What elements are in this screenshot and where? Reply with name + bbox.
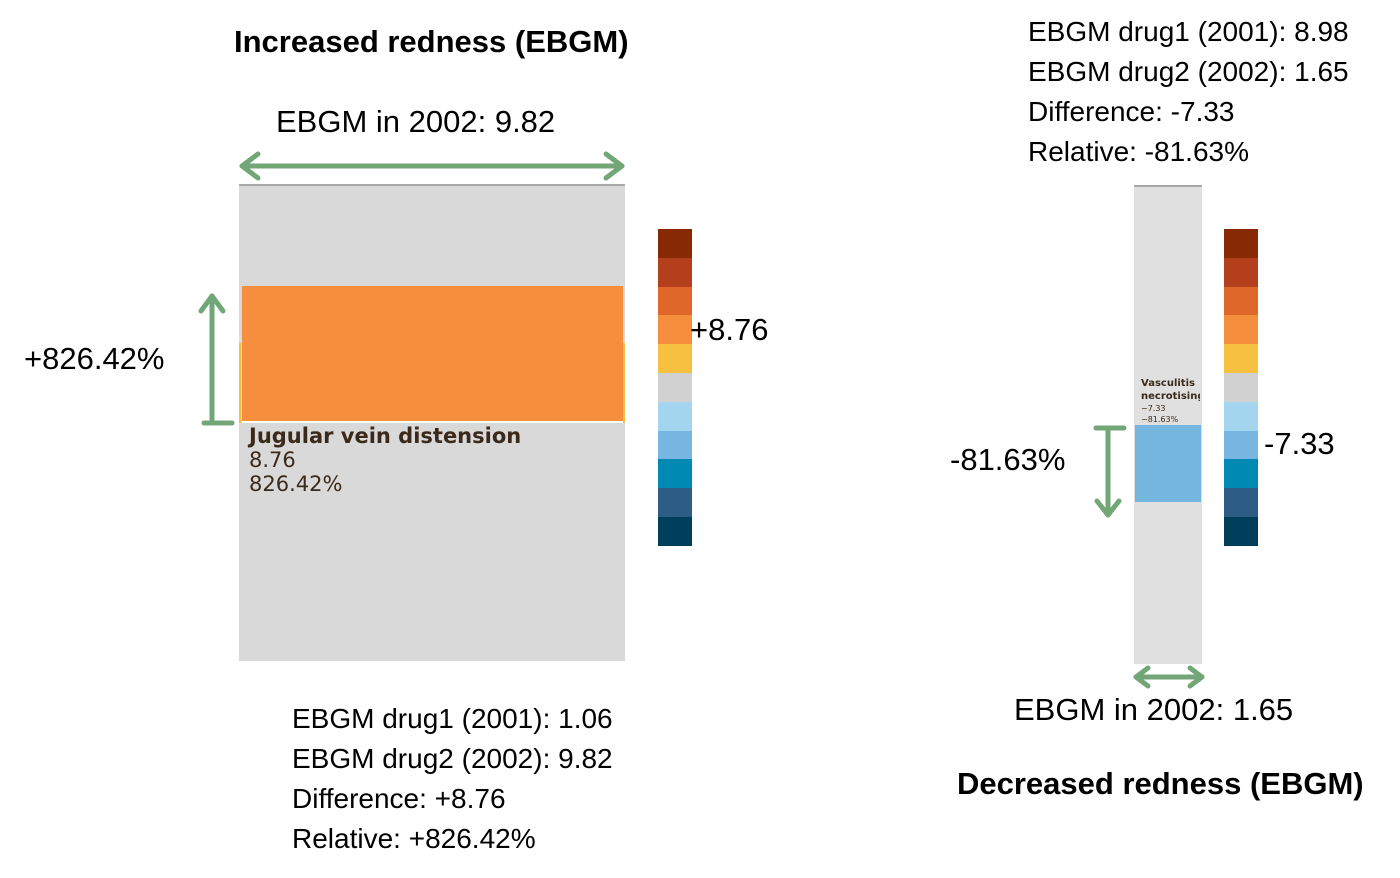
right-stat-drug2: EBGM drug2 (2002): 1.65	[1028, 56, 1349, 87]
color-scale-swatch	[658, 372, 692, 402]
color-scale-swatch	[658, 516, 692, 546]
right-title: Decreased redness (EBGM)	[957, 766, 1364, 801]
color-scale-swatch	[1224, 488, 1258, 517]
left-cell-edge-mark	[239, 343, 241, 423]
color-scale-swatch	[658, 257, 692, 287]
right-stat-relative: Relative: -81.63%	[1028, 136, 1250, 167]
right-cell-name-line1: Vasculitis	[1141, 378, 1195, 389]
right-stat-difference: Difference: -7.33	[1028, 96, 1235, 127]
left-cell-edge-mark-right	[623, 343, 625, 423]
color-scale-swatch	[658, 459, 692, 489]
right-color-scale	[1224, 229, 1258, 546]
right-difference-label: -7.33	[1264, 426, 1335, 461]
color-scale-swatch	[1224, 459, 1258, 489]
right-treemap-box	[1134, 185, 1202, 664]
left-cell-divider	[242, 421, 623, 423]
right-relative-arrow-down	[1093, 425, 1127, 518]
left-stat-relative: Relative: +826.42%	[292, 823, 536, 854]
color-scale-swatch	[658, 315, 692, 345]
left-cell-jugular-vein-distension[interactable]	[242, 286, 623, 422]
left-stat-difference: Difference: +8.76	[292, 783, 506, 814]
left-relative-label: +826.42%	[24, 341, 165, 376]
right-width-label: EBGM in 2002: 1.65	[1014, 692, 1294, 727]
left-cell-difference: 8.76	[249, 448, 296, 472]
right-cell-vasculitis-necrotising[interactable]	[1135, 425, 1201, 502]
right-relative-label: -81.63%	[950, 442, 1066, 477]
left-cell-relative: 826.42%	[249, 472, 343, 496]
color-scale-swatch	[658, 488, 692, 517]
left-title: Increased redness (EBGM)	[234, 24, 629, 59]
right-cell-relative: −81.63%	[1141, 415, 1179, 424]
right-stat-drug1: EBGM drug1 (2001): 8.98	[1028, 16, 1349, 47]
right-cell-difference: −7.33	[1141, 404, 1166, 413]
left-width-label: EBGM in 2002: 9.82	[276, 104, 556, 139]
color-scale-swatch	[1224, 344, 1258, 373]
color-scale-swatch	[1224, 372, 1258, 402]
color-scale-swatch	[658, 229, 692, 258]
left-cell-name: Jugular vein distension	[249, 424, 522, 448]
color-scale-swatch	[658, 430, 692, 460]
left-stat-drug2: EBGM drug2 (2002): 9.82	[292, 743, 613, 774]
left-color-scale	[658, 229, 692, 546]
left-difference-label: +8.76	[690, 312, 769, 347]
color-scale-swatch	[1224, 430, 1258, 460]
color-scale-swatch	[658, 344, 692, 373]
color-scale-swatch	[1224, 257, 1258, 287]
color-scale-swatch	[1224, 401, 1258, 431]
left-stat-drug1: EBGM drug1 (2001): 1.06	[292, 703, 613, 734]
left-relative-arrow-up	[198, 293, 235, 426]
left-width-arrow	[239, 151, 625, 181]
color-scale-swatch	[658, 401, 692, 431]
right-width-arrow	[1133, 665, 1205, 689]
color-scale-swatch	[658, 286, 692, 316]
right-cell-name-line2: necrotising	[1141, 391, 1200, 402]
color-scale-swatch	[1224, 286, 1258, 316]
color-scale-swatch	[1224, 516, 1258, 546]
color-scale-swatch	[1224, 315, 1258, 345]
color-scale-swatch	[1224, 229, 1258, 258]
